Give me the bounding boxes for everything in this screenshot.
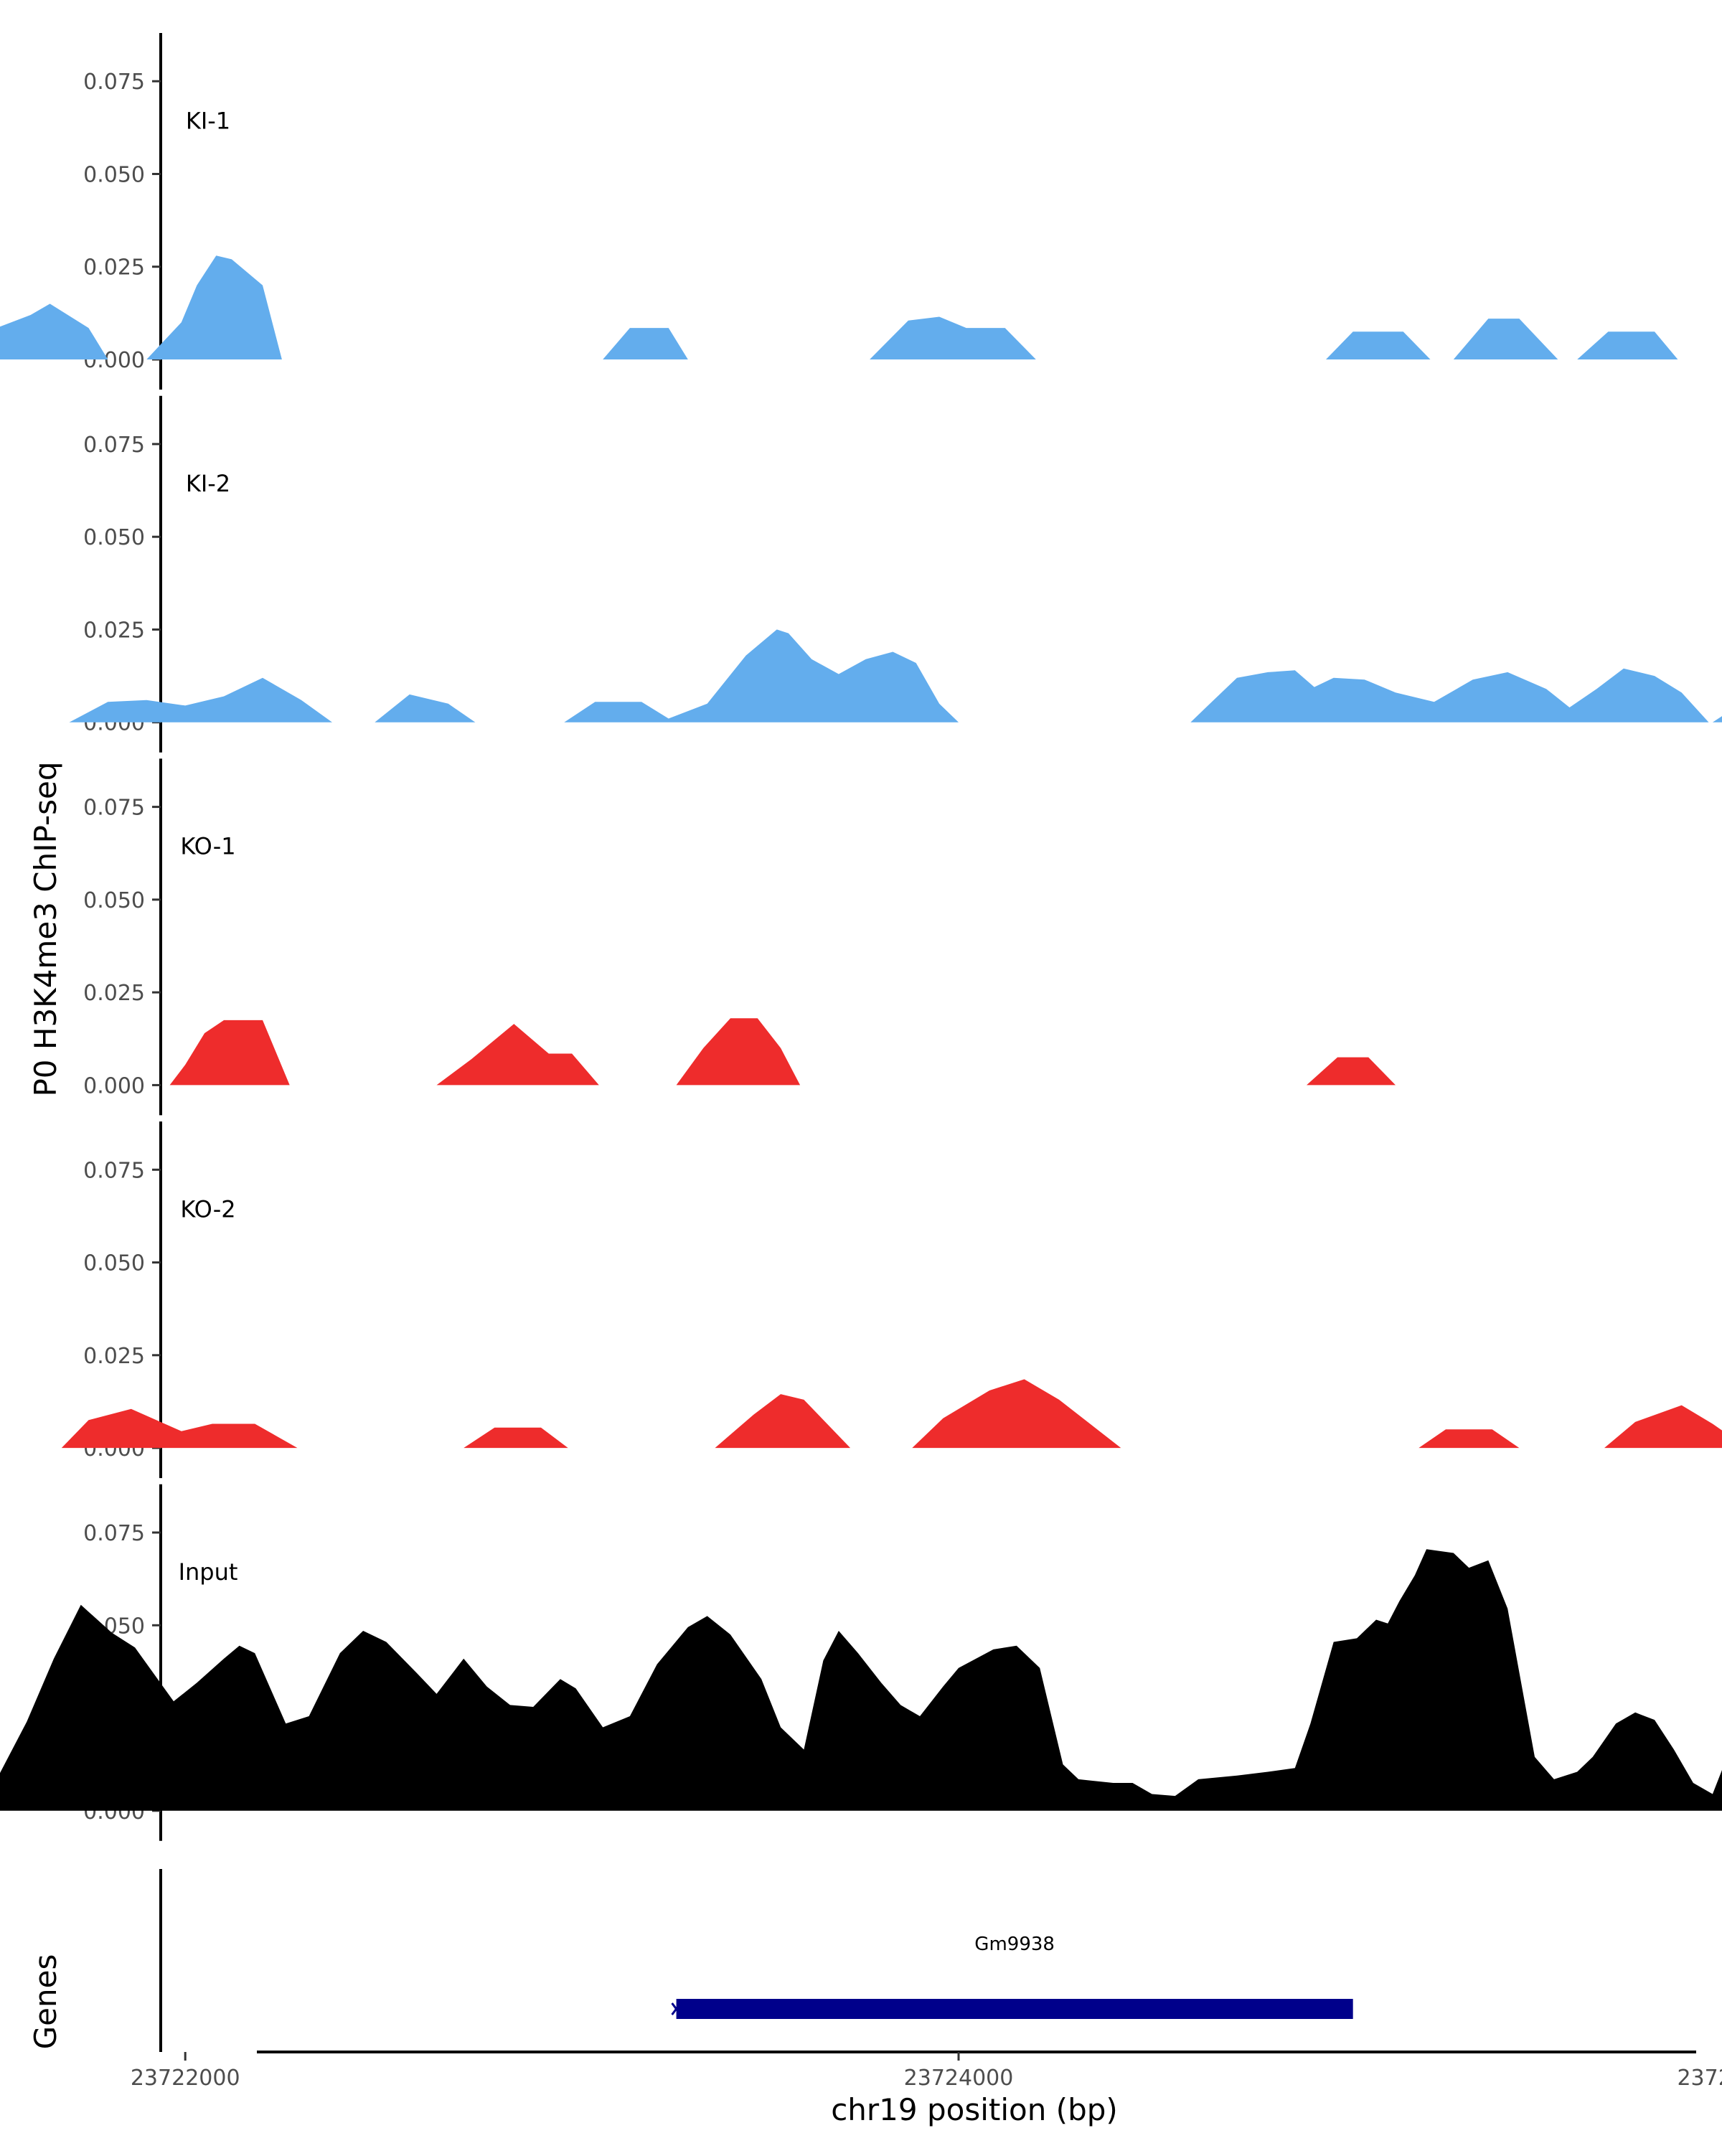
gene-gm9938: Gm9938: [671, 1934, 1353, 2019]
y-tick-label: 0.000: [83, 1073, 145, 1098]
gene-track-title: Genes: [28, 1954, 63, 2050]
tracks-layer: 0.000 0.025 0.050 0.075 KI-1 0.000 0.025 0.050 0…: [0, 33, 1722, 1841]
y-tick-label: 0.025: [83, 618, 145, 643]
y-tick-label: 0.075: [83, 1521, 145, 1546]
x-tick-label: 23722000: [131, 2066, 240, 2091]
gene-name-label: Gm9938: [974, 1934, 1055, 1955]
y-tick-label: 0.075: [83, 433, 145, 458]
y-tick-label: 0.025: [83, 981, 145, 1006]
y-tick-label: 0.050: [83, 162, 145, 187]
signal-area-input: [0, 1549, 1722, 1811]
track-label-ko-1: KO-1: [180, 833, 235, 860]
signal-area-ko-2: [61, 1379, 1722, 1449]
gene-track: Ptar1Gm9938: [159, 1869, 1353, 2052]
gene-body: [676, 1999, 1353, 2019]
signal-area-ki-1: [0, 255, 1722, 359]
x-tick-label: 23726000: [1677, 2066, 1722, 2091]
strand-marker: [671, 2002, 682, 2015]
x-tick-label: 23724000: [904, 2066, 1014, 2091]
y-tick-label: 0.075: [83, 70, 145, 95]
x-axis-title: chr19 position (bp): [831, 2092, 1118, 2127]
x-axis: 23722000 23724000 23726000: [131, 2051, 1722, 2091]
track-panel-ko-1: 0.000 0.025 0.050 0.075 KO-1: [83, 758, 1722, 1116]
track-label-ko-2: KO-2: [180, 1195, 235, 1223]
track-label-input: Input: [179, 1558, 238, 1586]
y-tick-label: 0.050: [83, 1251, 145, 1276]
track-label-ki-1: KI-1: [186, 107, 230, 134]
y-axis-title: P0 H3K4me3 ChIP-seq: [28, 761, 63, 1096]
signal-area-ko-1: [169, 1018, 1722, 1086]
y-tick-label: 0.025: [83, 1344, 145, 1369]
y-tick-label: 0.025: [83, 255, 145, 281]
signal-area-ki-2: [0, 629, 1722, 722]
track-label-ki-2: KI-2: [186, 470, 230, 497]
y-tick-label: 0.050: [83, 525, 145, 550]
y-tick-label: 0.075: [83, 796, 145, 821]
y-tick-label: 0.075: [83, 1158, 145, 1183]
y-tick-label: 0.050: [83, 888, 145, 913]
